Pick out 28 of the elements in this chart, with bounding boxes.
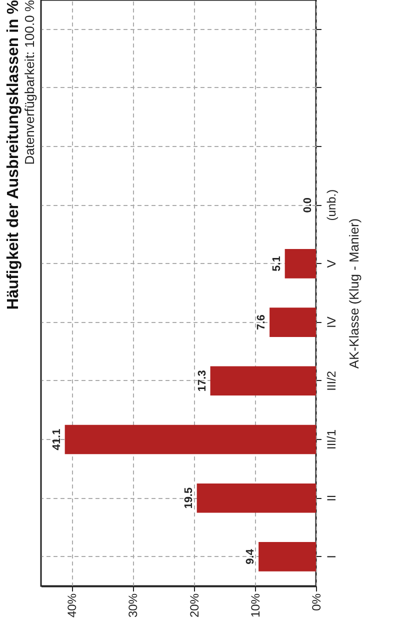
x-tick-label: 10% — [248, 593, 262, 618]
data-label: 5.1 — [270, 256, 283, 272]
data-label: 17.3 — [196, 370, 208, 392]
data-label: 9.4 — [244, 548, 257, 564]
y-tick-label: IV — [324, 316, 338, 328]
x-tick-label: 40% — [65, 593, 80, 618]
bar — [258, 542, 316, 572]
text: Datenverfügbarkeit: 100.0 % — [22, 0, 37, 165]
y-tick-label: III/2 — [324, 370, 338, 391]
bar — [210, 366, 316, 396]
y-tick-label: I — [324, 555, 338, 558]
bar — [64, 424, 316, 454]
bar — [270, 308, 316, 337]
y-axis-title: AK-Klasse (Klug - Manier) — [346, 218, 362, 369]
x-tick-label: 0% — [310, 593, 324, 611]
y-tick-label: (unb.) — [324, 189, 338, 221]
data-label: 19.5 — [182, 487, 195, 509]
data-label: 41.1 — [50, 428, 63, 450]
y-tick-label: V — [324, 260, 338, 268]
x-tick-label: 20% — [187, 593, 202, 618]
text: Häufigkeit der Ausbreitungsklassen in % — [5, 0, 22, 310]
x-tick-label: 30% — [126, 593, 140, 618]
data-label: 0.0 — [302, 197, 314, 213]
y-tick-label: III/1 — [324, 429, 338, 450]
bar — [284, 249, 316, 278]
bar — [196, 483, 316, 513]
y-tick-label: II — [324, 494, 338, 502]
data-label: 7.6 — [256, 314, 268, 330]
